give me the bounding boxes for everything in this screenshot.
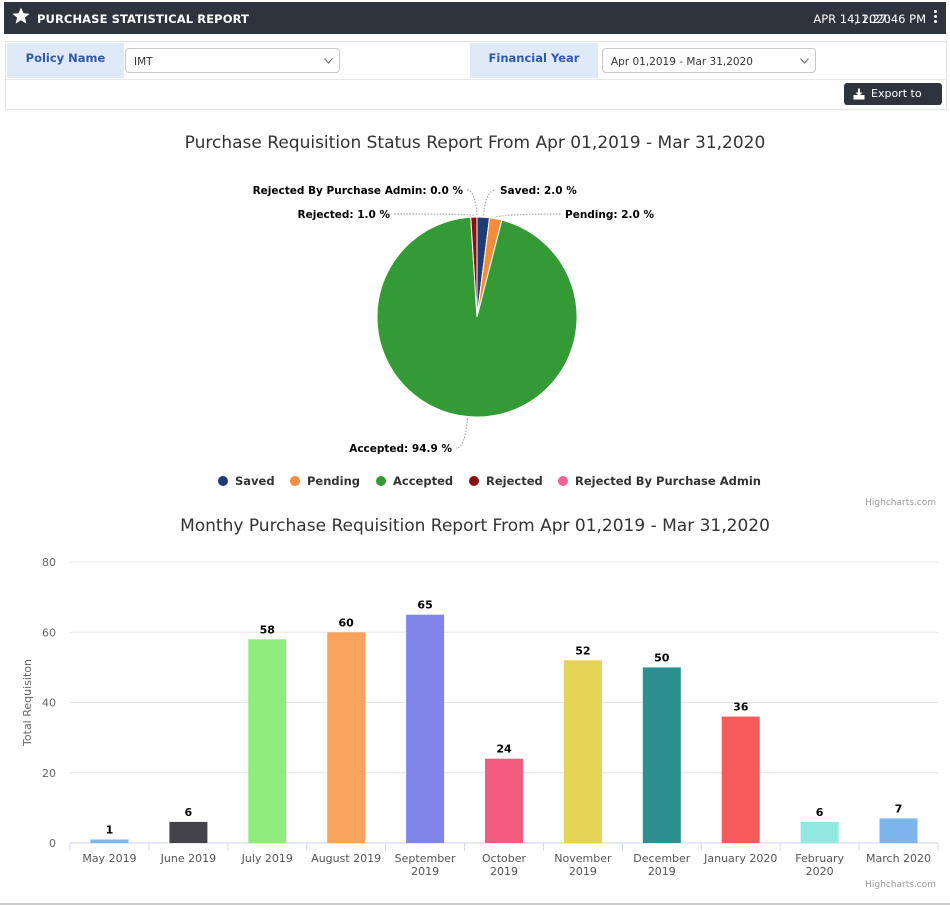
highcharts-credit[interactable]: Highcharts.com	[865, 880, 936, 890]
y-tick-label: 60	[42, 626, 56, 639]
bar	[90, 839, 129, 843]
bar-data-label: 52	[575, 644, 590, 657]
pie-chart: Saved: 2.0 % Pending: 2.0 % Accepted: 94.9…	[253, 185, 655, 455]
x-tick-label: May 2019	[82, 852, 136, 865]
page-divider	[0, 903, 950, 905]
bar	[800, 821, 839, 843]
legend-dot	[376, 476, 386, 486]
pie-chart-title: Purchase Requisition Status Report From …	[184, 133, 766, 153]
pie-connector	[393, 213, 474, 216]
chevron-down-icon	[800, 58, 809, 64]
legend-item-pending[interactable]: Pending	[290, 474, 360, 488]
y-tick-label: 80	[42, 556, 56, 569]
y-tick-label: 20	[42, 767, 56, 780]
y-tick-label: 40	[42, 697, 56, 710]
bar-data-label: 6	[185, 806, 193, 819]
bar	[563, 660, 602, 843]
highcharts-credit[interactable]: Highcharts.com	[865, 498, 936, 508]
pie-connector	[482, 189, 497, 216]
star-icon	[12, 7, 30, 24]
x-tick-label: 2019	[411, 865, 439, 878]
pie-data-label: Pending: 2.0 %	[565, 209, 655, 221]
x-tick-label: 2020	[806, 865, 834, 878]
pie-slice-accepted	[376, 216, 578, 418]
pie-data-label: Rejected: 1.0 %	[298, 209, 391, 221]
pie-data-label: Rejected By Purchase Admin: 0.0 %	[253, 185, 464, 197]
legend-label: Accepted	[393, 474, 454, 488]
bar	[248, 639, 287, 843]
pie-legend: Saved Pending Accepted Rejected Rejected…	[0, 474, 950, 492]
x-tick-label: October	[482, 852, 526, 865]
x-tick-label: 2019	[490, 865, 518, 878]
x-tick-label: July 2019	[241, 852, 293, 865]
financial-year-label: Financial Year	[470, 43, 598, 78]
policy-name-select[interactable]: IMT	[125, 48, 340, 73]
export-pdf-button[interactable]: Export to Pdf	[844, 83, 942, 122]
legend-label: Pending	[307, 474, 361, 488]
bar-data-label: 58	[260, 623, 275, 636]
bar-data-label: 6	[816, 806, 824, 819]
report-time: 11:27:46 PM	[853, 12, 926, 26]
legend-dot	[469, 476, 479, 486]
bar-chart-title: Monthy Purchase Requisition Report From …	[180, 516, 770, 536]
filter-divider	[6, 79, 946, 80]
legend-dot	[290, 476, 300, 486]
page-title: PURCHASE STATISTICAL REPORT	[37, 12, 249, 26]
y-axis-label: Total Requisiton	[21, 659, 34, 747]
bar	[485, 758, 523, 843]
bar	[169, 821, 208, 843]
legend-item-accepted[interactable]: Accepted	[376, 474, 453, 488]
x-tick-label: August 2019	[311, 852, 381, 865]
pie-slice-rejected	[470, 216, 478, 318]
x-tick-label: January 2020	[703, 852, 777, 865]
financial-year-value: Apr 01,2019 - Mar 31,2020	[611, 56, 753, 68]
x-tick-label: 2019	[569, 865, 597, 878]
filter-panel: Policy Name IMT Financial Year Apr 01,20…	[5, 41, 947, 122]
legend-label: Rejected	[486, 474, 543, 488]
pie-data-label: Accepted: 94.9 %	[349, 443, 452, 455]
legend-dot	[218, 476, 228, 486]
legend-dot	[558, 476, 568, 486]
legend-item-rejected[interactable]: Rejected	[469, 474, 543, 488]
policy-name-label: Policy Name	[7, 43, 124, 78]
bar	[879, 818, 918, 843]
pie-connector	[466, 189, 478, 216]
report-header: PURCHASE STATISTICAL REPORT APR 14, 2020…	[4, 2, 946, 34]
pie-connector	[495, 213, 562, 218]
bar-data-label: 1	[106, 823, 114, 836]
x-tick-label: June 2019	[160, 852, 216, 865]
more-options-icon[interactable]	[934, 10, 938, 26]
financial-year-select[interactable]: Apr 01,2019 - Mar 31,2020	[602, 48, 816, 73]
x-tick-label: September	[395, 852, 456, 865]
report-date: APR 14, 2020	[813, 12, 891, 26]
x-tick-label: November	[554, 852, 612, 865]
bar-data-label: 65	[417, 599, 432, 612]
bar	[406, 614, 445, 843]
legend-label: Rejected By Purchase Admin	[575, 474, 761, 488]
x-tick-label: February	[795, 852, 844, 865]
x-tick-label: December	[633, 852, 691, 865]
export-pdf-label: Export to Pdf	[871, 87, 922, 122]
bar-chart: 0 20 40 60 80 Total Requisiton 1 May 2019 6 June …	[21, 556, 939, 878]
download-icon	[853, 88, 865, 100]
legend-item-rejected-by-admin[interactable]: Rejected By Purchase Admin	[558, 474, 761, 488]
legend-item-saved[interactable]: Saved	[218, 474, 275, 488]
x-tick-label: March 2020	[866, 852, 931, 865]
bar-data-label: 50	[654, 651, 670, 664]
chevron-down-icon	[324, 58, 333, 64]
bar-data-label: 7	[895, 802, 903, 815]
pie-connector	[455, 418, 468, 449]
policy-name-value: IMT	[134, 56, 153, 68]
y-tick-label: 0	[49, 837, 56, 850]
bar	[642, 667, 681, 843]
x-tick-label: 2019	[648, 865, 676, 878]
bar	[721, 716, 760, 843]
legend-label: Saved	[235, 474, 275, 488]
bar	[327, 632, 366, 844]
pie-data-label: Saved: 2.0 %	[500, 185, 577, 197]
bar-data-label: 24	[496, 743, 512, 756]
bar-data-label: 60	[339, 616, 355, 629]
bar-data-label: 36	[733, 701, 749, 714]
